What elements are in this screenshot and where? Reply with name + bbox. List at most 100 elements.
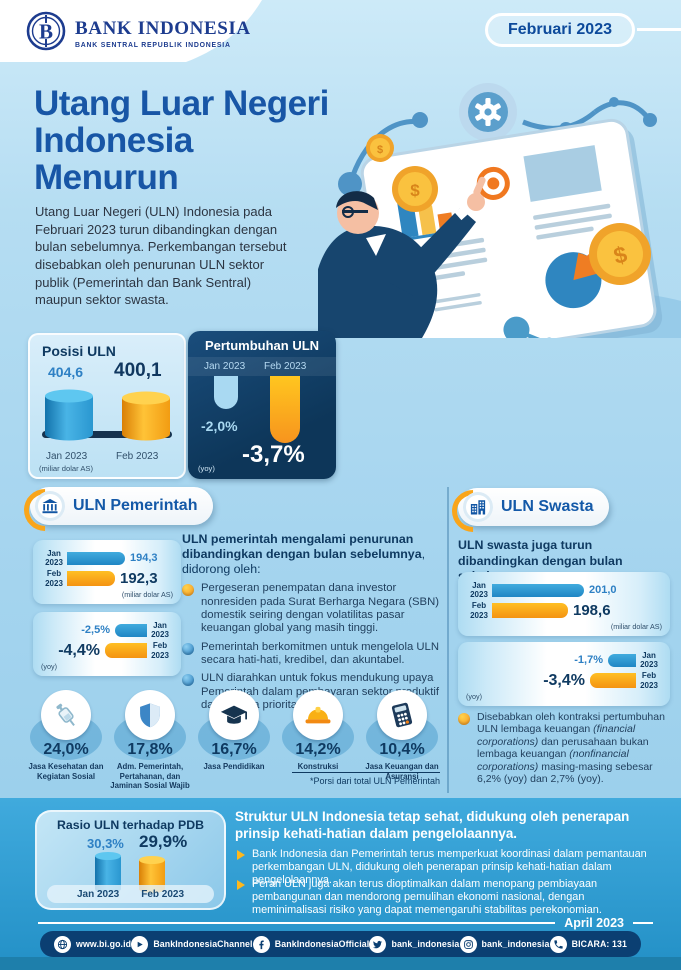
footer-item-twitter[interactable]: bank_indonesia	[369, 935, 460, 953]
sector-label: Jasa Kesehatan dan Kegiatan Sosial	[28, 762, 104, 781]
column-divider	[447, 487, 449, 793]
graduation-cap-icon	[209, 690, 259, 740]
posisi-uln-title: Posisi ULN	[42, 343, 116, 359]
chart-row-feb: -4,4% Feb 2023	[41, 641, 173, 659]
pertumbuhan-feb-label: Feb 2023	[264, 361, 307, 372]
chart-row-jan: Jan 2023 201,0	[466, 581, 662, 599]
footer-label: bank_indonesia	[391, 939, 460, 949]
office-building-icon	[463, 492, 493, 522]
board-node-motif	[503, 316, 557, 338]
pemerintah-intro-bold: ULN pemerintah mengalami penurunan diban…	[182, 532, 422, 562]
pertumbuhan-title: Pertumbuhan ULN	[204, 338, 320, 353]
calculator-icon	[377, 690, 427, 740]
bottom-strip	[0, 957, 681, 970]
rule-line	[633, 922, 653, 924]
shield-icon	[125, 690, 175, 740]
bar-jan	[67, 551, 125, 565]
footer-item-instagram[interactable]: bank_indonesia	[459, 935, 550, 953]
chart-unit: (miliar dolar AS)	[610, 621, 662, 631]
coin-icon: $	[392, 166, 438, 212]
rule-line	[38, 922, 556, 924]
bar-feb	[492, 603, 568, 619]
bar-feb	[67, 571, 115, 587]
chart-row-feb: Feb 2023 198,6	[466, 601, 662, 619]
bar-feb	[590, 673, 636, 689]
pemerintah-intro: ULN pemerintah mengalami penurunan diban…	[182, 532, 444, 577]
pemerintah-text-block: ULN pemerintah mengalami penurunan diban…	[182, 532, 444, 712]
value-feb: 198,6	[573, 602, 611, 620]
swasta-posisi-chart: Jan 2023 201,0 Feb 2023 198,6 (miliar do…	[458, 572, 670, 636]
row-label: Jan 2023	[640, 651, 658, 670]
list-item: Disebabkan oleh kontraksi pertumbuhan UL…	[458, 711, 666, 785]
uln-swasta-badge: ULN Swasta	[458, 488, 610, 526]
posisi-unit: (miliar dolar AS)	[39, 464, 94, 473]
sector-item-konstruksi: 14,2% Konstruksi	[278, 690, 358, 791]
rasio-feb-value: 29,9%	[139, 832, 188, 851]
footer-label: BankIndonesiaChannel	[153, 939, 253, 949]
sector-value: 10,4%	[379, 741, 425, 758]
chart-unit: (yoy)	[466, 691, 482, 701]
sector-label: Adm. Pemerintah, Pertahanan, dan Jaminan…	[110, 762, 190, 790]
chart-row-jan: -1,7% Jan 2023	[466, 651, 662, 669]
twitter-icon	[369, 935, 387, 953]
cylinder-jan	[45, 389, 93, 441]
hard-hat-icon	[293, 690, 343, 740]
brand-subtitle: BANK SENTRAL REPUBLIK INDONESIA	[75, 42, 231, 49]
row-label: Feb 2023	[640, 671, 658, 690]
svg-text:$: $	[410, 181, 420, 200]
pertumbuhan-feb-bar	[270, 376, 300, 443]
blue-bullet-icon	[182, 674, 194, 687]
chart-row-jan: Jan 2023 194,3	[41, 549, 173, 567]
pemerintah-growth-chart: -2,5% Jan 2023 -4,4% Feb 2023 (yoy)	[33, 612, 181, 676]
footer-item-website[interactable]: www.bi.go.id	[54, 935, 131, 953]
posisi-feb-label: Feb 2023	[116, 451, 159, 462]
svg-text:B: B	[39, 20, 53, 44]
brand-name: BANK INDONESIA	[75, 18, 251, 39]
value-jan: -2,5%	[81, 624, 110, 637]
pertumbuhan-uln-panel: Pertumbuhan ULN Jan 2023 Feb 2023 -2,0% …	[188, 331, 336, 479]
intro-paragraph: Utang Luar Negeri (ULN) Indonesia pada F…	[35, 204, 287, 308]
bullet-text: Pemerintah berkomitmen untuk mengelola U…	[201, 640, 439, 667]
bottom-headline: Struktur ULN Indonesia tetap sehat, didu…	[235, 809, 630, 842]
row-label: Feb 2023	[470, 601, 488, 620]
board-image-block	[523, 145, 602, 202]
row-label: Jan 2023	[151, 621, 169, 640]
uln-pemerintah-badge: ULN Pemerintah	[30, 487, 214, 525]
blue-bullet-icon	[182, 642, 194, 655]
footer-label: bank_indonesia	[481, 939, 550, 949]
italic-term: (nonfinancial corporations)	[477, 748, 629, 773]
footer-item-contact-center[interactable]: BICARA: 131	[549, 935, 627, 953]
period-badge: Februari 2023	[484, 13, 635, 47]
sector-label: Jasa Keuangan dan Asuransi	[365, 762, 439, 781]
sector-item-pemerintahan: 17,8% Adm. Pemerintah, Pertahanan, dan J…	[110, 690, 190, 791]
orange-bullet-icon	[458, 713, 470, 725]
pemerintah-posisi-chart: Jan 2023 194,3 Feb 2023 192,3 (miliar do…	[33, 540, 181, 604]
pemerintah-intro-rest: , didorong oleh:	[182, 547, 426, 577]
cylinder-feb	[122, 391, 170, 441]
footer-item-facebook[interactable]: BankIndonesiaOfficial	[252, 935, 370, 953]
svg-text:$: $	[611, 241, 630, 269]
bottom-bullet-text: Peran ULN juga akan terus dioptimalkan d…	[252, 878, 602, 917]
bottom-bullet-text: Bank Indonesia dan Pemerintah terus memp…	[252, 848, 647, 887]
rasio-jan-value: 30,3%	[87, 836, 124, 851]
footer-label: BankIndonesiaOfficial	[274, 939, 370, 949]
list-item: Pemerintah berkomitmen untuk mengelola U…	[182, 641, 444, 668]
italic-term: (financial corporations)	[477, 723, 636, 748]
posisi-cylinders-chart	[42, 389, 172, 441]
pertumbuhan-unit: (yoy)	[198, 464, 215, 473]
publication-date-row: April 2023	[38, 916, 653, 930]
value-feb: -4,4%	[58, 641, 100, 659]
chart-unit: (miliar dolar AS)	[121, 589, 173, 599]
footer-item-youtube[interactable]: BankIndonesiaChannel	[131, 935, 253, 953]
sector-value: 16,7%	[211, 741, 257, 758]
header: B BANK INDONESIA BANK SENTRAL REPUBLIK I…	[0, 0, 681, 62]
globe-icon	[54, 935, 71, 953]
instagram-icon	[459, 935, 477, 953]
sector-footnote: *Porsi dari total ULN Pemerintah	[292, 772, 440, 786]
list-item: Peran ULN juga akan terus dioptimalkan d…	[237, 878, 661, 917]
row-label: Feb 2023	[45, 569, 63, 588]
rasio-uln-pdb-panel: Rasio ULN terhadap PDB 30,3% 29,9% Jan 2…	[35, 810, 226, 910]
cylinder-jan	[95, 852, 121, 893]
bank-indonesia-logo: B BANK INDONESIA BANK SENTRAL REPUBLIK I…	[26, 11, 251, 56]
posisi-jan-label: Jan 2023	[46, 451, 88, 462]
